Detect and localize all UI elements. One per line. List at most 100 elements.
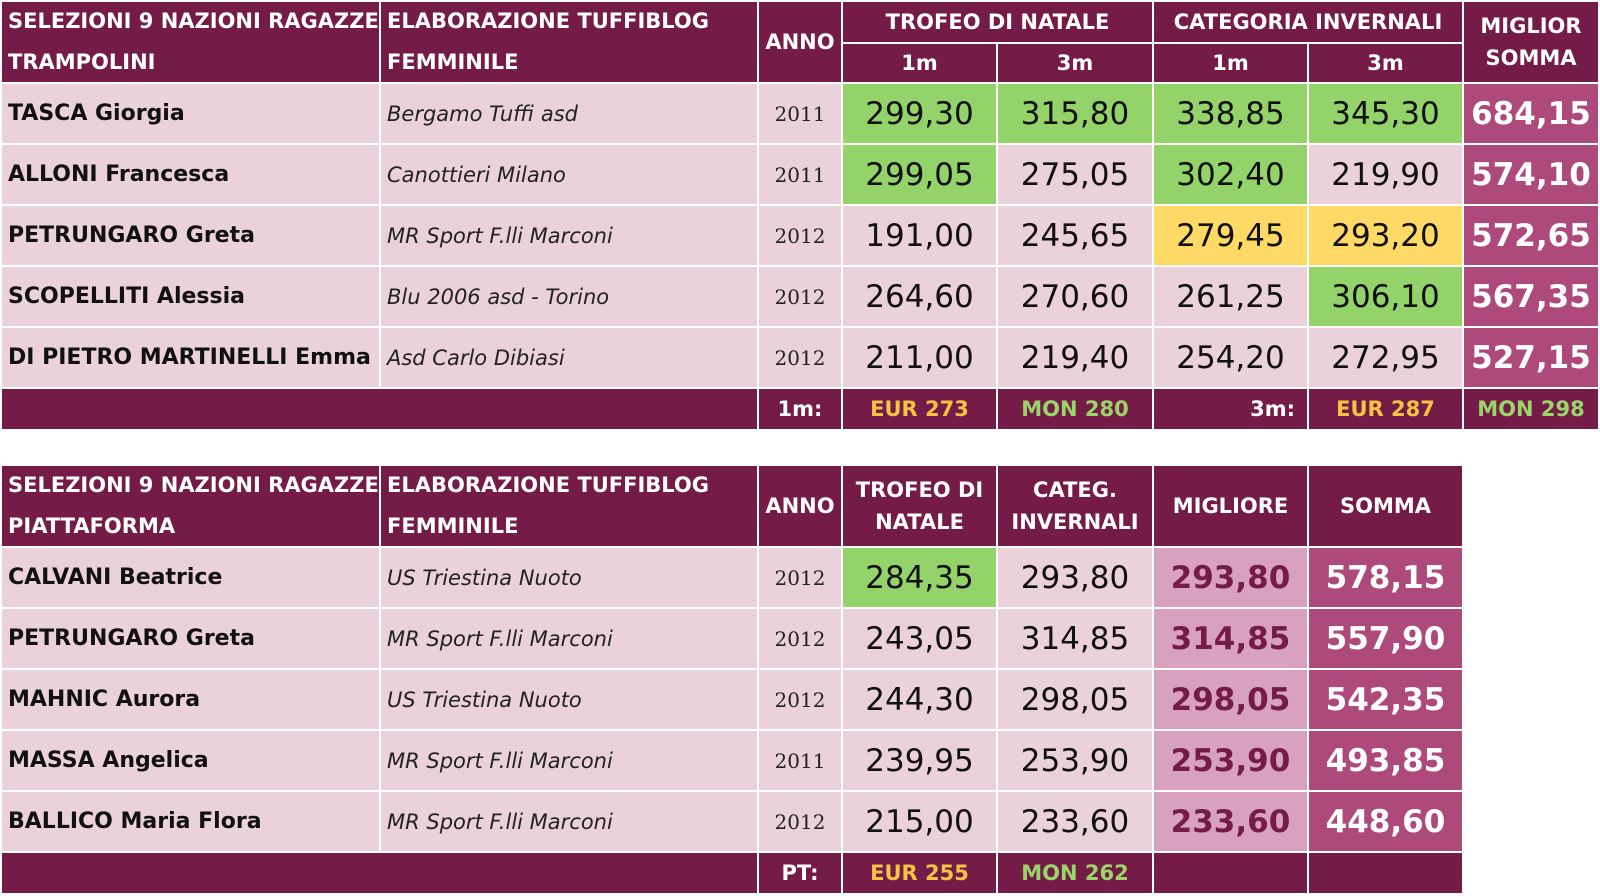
table1-trofeo-3m: 3m xyxy=(998,44,1152,82)
table1-row5-club: Asd Carlo Dibiasi xyxy=(381,328,757,387)
table1-row3-club: MR Sport F.lli Marconi xyxy=(381,206,757,265)
table2-row5-name: BALLICO Maria Flora xyxy=(2,792,379,851)
table2-trofeo-line2: NATALE xyxy=(875,510,964,534)
table2-row2-somma: 557,90 xyxy=(1309,609,1462,668)
table1-row1-ci3: 345,30 xyxy=(1309,84,1462,143)
table2-footer-eur: EUR 255 xyxy=(843,853,996,893)
table2-row3-ci: 298,05 xyxy=(998,670,1152,729)
table2-row2-ci: 314,85 xyxy=(998,609,1152,668)
table1-row1-ci1: 338,85 xyxy=(1154,84,1307,143)
table2-row5-year: 2012 xyxy=(759,792,841,851)
table2-row4-ci: 253,90 xyxy=(998,731,1152,790)
table1-title: SELEZIONI 9 NAZIONI RAGAZZE TRAMPOLINI xyxy=(2,2,379,82)
table2-row4-club: MR Sport F.lli Marconi xyxy=(381,731,757,790)
table1-row3-year: 2012 xyxy=(759,206,841,265)
table1-row4-best: 567,35 xyxy=(1464,267,1598,326)
table1-row5-year: 2012 xyxy=(759,328,841,387)
table2-row4-migliore: 253,90 xyxy=(1154,731,1307,790)
table2-title: SELEZIONI 9 NAZIONI RAGAZZE PIATTAFORMA xyxy=(2,466,379,546)
table2-row4-year: 2011 xyxy=(759,731,841,790)
table2-row1-migliore: 293,80 xyxy=(1154,548,1307,607)
table2-row3-tn: 244,30 xyxy=(843,670,996,729)
table2-row1-ci: 293,80 xyxy=(998,548,1152,607)
table2-row1-club: US Triestina Nuoto xyxy=(381,548,757,607)
table1-row4-name: SCOPELLITI Alessia xyxy=(2,267,379,326)
table2-row5-tn: 215,00 xyxy=(843,792,996,851)
table2-row3-somma: 542,35 xyxy=(1309,670,1462,729)
table1-miglior-line2: SOMMA xyxy=(1485,46,1577,70)
table1-row1-best: 684,15 xyxy=(1464,84,1598,143)
table1-row4-year: 2012 xyxy=(759,267,841,326)
table1-row1-tn3: 315,80 xyxy=(998,84,1152,143)
table2-row5-somma: 448,60 xyxy=(1309,792,1462,851)
table2-row5-migliore: 233,60 xyxy=(1154,792,1307,851)
table1-row5-name: DI PIETRO MARTINELLI Emma xyxy=(2,328,379,387)
table2-row2-year: 2012 xyxy=(759,609,841,668)
table2-row4-somma: 493,85 xyxy=(1309,731,1462,790)
table2-categ-line2: INVERNALI xyxy=(1011,510,1139,534)
table2-title-line2: PIATTAFORMA xyxy=(8,514,176,538)
table2-row1-tn: 284,35 xyxy=(843,548,996,607)
table1-row5-best: 527,15 xyxy=(1464,328,1598,387)
table2-club-header-line2: FEMMINILE xyxy=(387,514,519,538)
table2-title-line1: SELEZIONI 9 NAZIONI RAGAZZE xyxy=(8,473,379,497)
table1-row3-tn1: 191,00 xyxy=(843,206,996,265)
table2-row1-year: 2012 xyxy=(759,548,841,607)
table1-title-line2: TRAMPOLINI xyxy=(8,50,156,74)
table2-row3-name: MAHNIC Aurora xyxy=(2,670,379,729)
table1-row5-tn3: 219,40 xyxy=(998,328,1152,387)
table1-row2-ci3: 219,90 xyxy=(1309,145,1462,204)
table2-footer-blank-3 xyxy=(1309,853,1462,893)
table1-row4-tn3: 270,60 xyxy=(998,267,1152,326)
table1-row1-year: 2011 xyxy=(759,84,841,143)
table1-row3-ci3: 293,20 xyxy=(1309,206,1462,265)
table1-anno-header: ANNO xyxy=(759,2,841,82)
table2-row5-club: MR Sport F.lli Marconi xyxy=(381,792,757,851)
table1-club-header: ELABORAZIONE TUFFIBLOG FEMMINILE xyxy=(381,2,757,82)
table2-row1-somma: 578,15 xyxy=(1309,548,1462,607)
table2-categ-header: CATEG. INVERNALI xyxy=(998,466,1152,546)
table1-title-line1: SELEZIONI 9 NAZIONI RAGAZZE xyxy=(8,9,379,33)
table1-row2-tn1: 299,05 xyxy=(843,145,996,204)
table1-footer-eur-1m: EUR 273 xyxy=(843,389,996,429)
table1-footer-mon-3m: MON 298 xyxy=(1464,389,1598,429)
table1-footer-1m-label: 1m: xyxy=(759,389,841,429)
table1-categoria-header: CATEGORIA INVERNALI xyxy=(1154,2,1462,42)
table2-trofeo-header: TROFEO DI NATALE xyxy=(843,466,996,546)
table1-row3-best: 572,65 xyxy=(1464,206,1598,265)
table2-footer-pt-label: PT: xyxy=(759,853,841,893)
table1-club-header-line2: FEMMINILE xyxy=(387,50,519,74)
table1-row5-ci3: 272,95 xyxy=(1309,328,1462,387)
table1-row1-club: Bergamo Tuffi asd xyxy=(381,84,757,143)
table1-row2-club: Canottieri Milano xyxy=(381,145,757,204)
table1-row5-tn1: 211,00 xyxy=(843,328,996,387)
table1-trofeo-1m: 1m xyxy=(843,44,996,82)
table1-club-header-line1: ELABORAZIONE TUFFIBLOG xyxy=(387,9,709,33)
table2-anno-header: ANNO xyxy=(759,466,841,546)
table1-row2-best: 574,10 xyxy=(1464,145,1598,204)
table2-categ-line1: CATEG. xyxy=(1033,478,1117,502)
table2-somma-header: SOMMA xyxy=(1309,466,1462,546)
table1-footer-eur-3m: EUR 287 xyxy=(1309,389,1462,429)
table2-row5-ci: 233,60 xyxy=(998,792,1152,851)
table1-footer-blank xyxy=(2,389,757,429)
table2-footer-blank-2 xyxy=(1154,853,1307,893)
table2-row1-name: CALVANI Beatrice xyxy=(2,548,379,607)
table1-row3-name: PETRUNGARO Greta xyxy=(2,206,379,265)
table1-row3-ci1: 279,45 xyxy=(1154,206,1307,265)
table2-row3-migliore: 298,05 xyxy=(1154,670,1307,729)
table2-club-header-line1: ELABORAZIONE TUFFIBLOG xyxy=(387,473,709,497)
table2-row2-migliore: 314,85 xyxy=(1154,609,1307,668)
table2-row4-tn: 239,95 xyxy=(843,731,996,790)
table2-migliore-header: MIGLIORE xyxy=(1154,466,1307,546)
table1-row1-tn1: 299,30 xyxy=(843,84,996,143)
table2-footer-mon: MON 262 xyxy=(998,853,1152,893)
table1-row3-tn3: 245,65 xyxy=(998,206,1152,265)
table2-trofeo-line1: TROFEO DI xyxy=(855,478,984,502)
table1-trofeo-header: TROFEO DI NATALE xyxy=(843,2,1152,42)
table1-row5-ci1: 254,20 xyxy=(1154,328,1307,387)
table2-club-header: ELABORAZIONE TUFFIBLOG FEMMINILE xyxy=(381,466,757,546)
table1-row1-name: TASCA Giorgia xyxy=(2,84,379,143)
table1-categoria-3m: 3m xyxy=(1309,44,1462,82)
table1-miglior-line1: MIGLIOR xyxy=(1480,14,1582,38)
